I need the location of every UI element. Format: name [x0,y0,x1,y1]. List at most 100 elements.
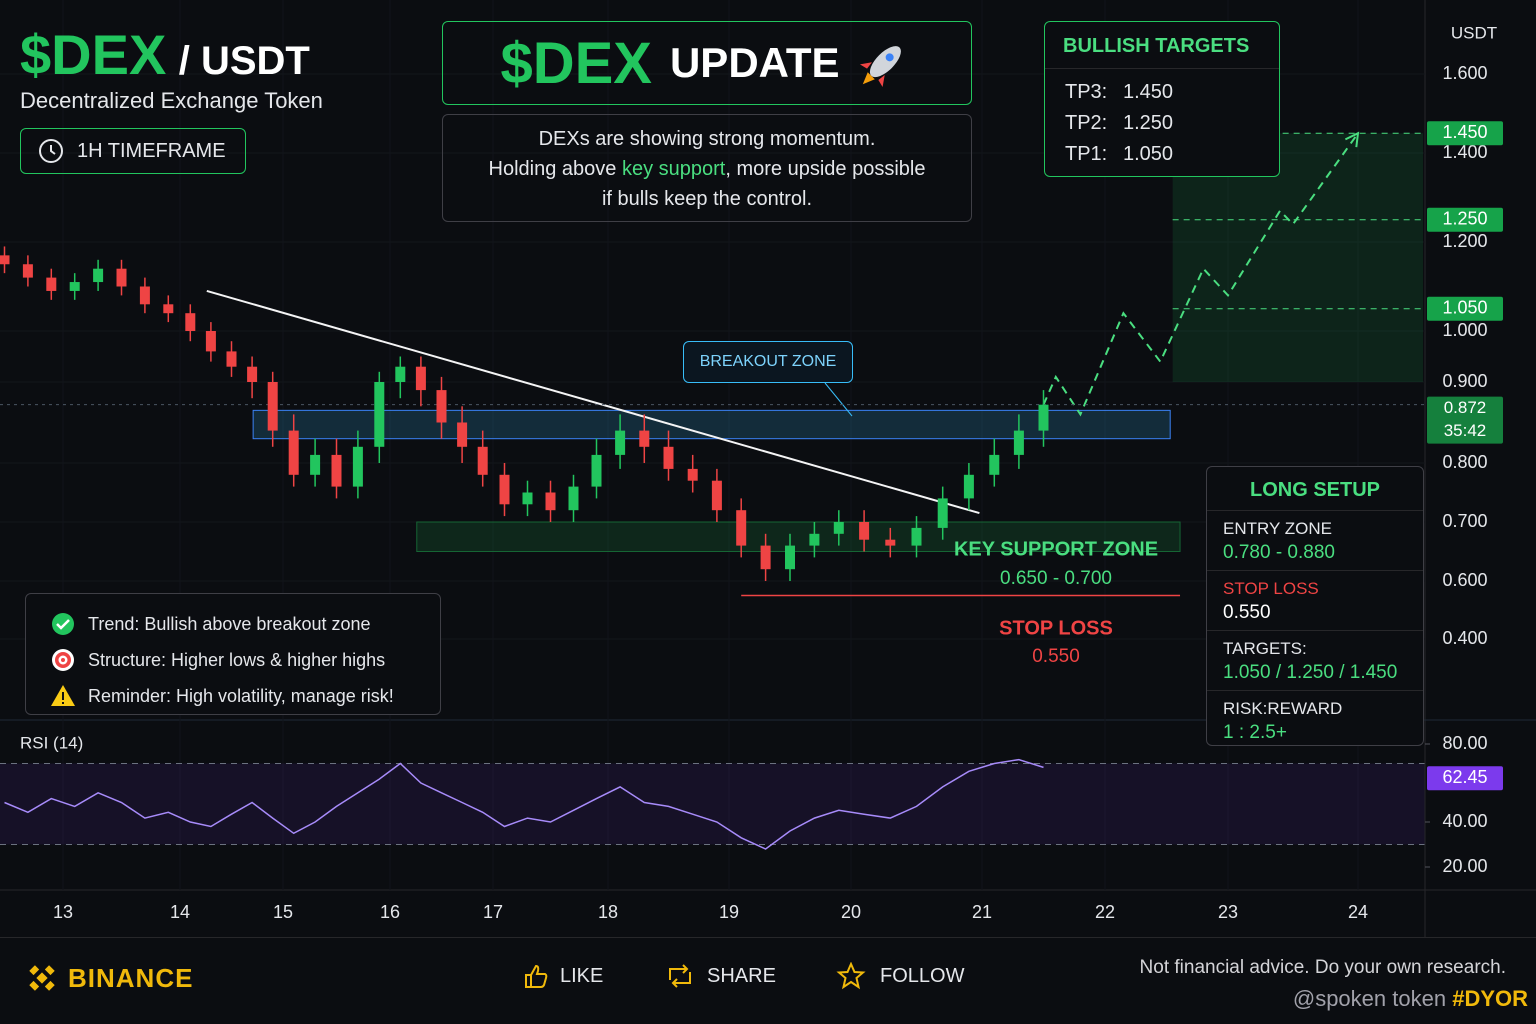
follow-button[interactable]: FOLLOW [836,962,964,990]
x-tick-label: 21 [972,902,992,922]
candle-body [69,282,80,291]
price-tag [1427,296,1503,321]
target-row: TP2: 1.250 [1065,108,1259,139]
highlight: key support [621,158,726,180]
projection-arrow [1344,131,1360,148]
rsi-line [4,758,1044,850]
price-tag-label: 1.250 [1442,209,1487,229]
rocket-icon [859,46,901,88]
y-tick-label: 0.600 [1442,570,1487,590]
watermark: @spoken token #DYOR [1293,986,1528,1012]
candle-body [267,382,278,431]
candle-body [963,474,974,499]
price-tag-label: 1.050 [1442,298,1487,318]
candle-body [499,474,510,505]
candle-body [93,268,104,283]
note: Structure: Higher lows & higher highs [50,642,440,678]
current-price-label: 0.872 [1444,398,1487,417]
candle-body [395,366,406,382]
candle-body [711,480,722,511]
brand: BINANCE [24,960,193,996]
candle-body [937,498,948,528]
candle-body [663,446,674,469]
timeframe: 1H TIMEFRAME [77,139,226,162]
stop-value: 0.550 [1032,646,1080,667]
candle-body [185,313,196,331]
y-tick-label: 1.400 [1442,142,1487,162]
candle-body [1013,430,1024,455]
tag: #DYOR [1452,986,1528,1011]
y-tick-label: 1.600 [1442,63,1487,83]
x-tick-label: 22 [1095,902,1115,922]
header-title: $DEX / USDT [20,22,310,87]
subtitle: Decentralized Exchange Token [20,88,323,113]
check-icon [52,613,74,635]
current-price-tag [1427,396,1503,444]
candle-body [859,522,870,540]
projection-line [1042,132,1359,417]
setup-value: 1.050 / 1.250 / 1.450 [1223,662,1398,683]
share-label: SHARE [707,964,776,987]
setup-label: ENTRY ZONE [1223,519,1332,538]
candle-body [22,264,33,278]
follow-label: FOLLOW [880,964,965,987]
breakout-zone [252,409,1171,440]
disclaimer: Not financial advice. Do your own resear… [1139,957,1506,978]
candle-body [522,492,533,505]
setup-value: 0.550 [1223,602,1271,623]
breakout-label: BREAKOUT ZONE [683,341,853,383]
candle-body [46,277,57,291]
update-title-box: $DEX UPDATE [442,21,972,105]
long-setup-box: LONG SETUP ENTRY ZONE 0.780 - 0.880 STOP L… [1206,466,1424,746]
x-tick-label: 24 [1348,902,1368,922]
target-row: TP3: 1.450 [1065,77,1259,108]
candle-body [163,304,174,314]
y-tick-label: 0.400 [1442,628,1487,648]
candle-body [436,390,447,423]
rsi-band [0,763,1425,845]
x-tick-label: 18 [598,902,618,922]
candle-body [247,366,258,382]
candle-body [415,366,426,391]
rsi-tick-label: 20.00 [1442,856,1487,876]
text: , more upside possible [725,158,926,180]
setup-row: TARGETS: 1.050 / 1.250 / 1.450 [1207,631,1423,691]
candle-body [687,468,698,481]
text: Holding above [488,158,622,180]
candle-body [615,430,626,455]
y-tick-label: 0.900 [1442,371,1487,391]
brand-name: BINANCE [68,962,194,993]
x-tick-label: 14 [170,902,190,922]
candle-body [639,430,650,447]
target-value: 1.250 [1123,112,1174,134]
target-row: TP1: 1.050 [1065,139,1259,170]
candle-body [736,510,747,546]
setup-label: TARGETS: [1223,639,1307,658]
like-button[interactable]: LIKE [522,962,603,990]
candle-body [568,486,579,511]
share-button[interactable]: SHARE [665,962,776,990]
y-tick-label: 0.700 [1442,511,1487,531]
y-tick-label: 1.200 [1442,231,1487,251]
candle-body [760,545,771,570]
countdown: 35:42 [1444,421,1487,440]
setup-value: 0.780 - 0.880 [1223,542,1335,563]
share-icon [669,964,691,988]
candle-body [833,522,844,534]
candle-body [352,446,363,487]
note-text: Reminder: High volatility, manage risk! [88,686,394,706]
candle-body [477,446,488,475]
x-tick-label: 20 [841,902,861,922]
candle-body [809,533,820,546]
candle-body [885,539,896,546]
candle-body [205,331,216,352]
candle-body [139,286,150,305]
candle-body [591,454,602,487]
candle-body [226,351,237,367]
y-tick-label: 0.800 [1442,452,1487,472]
footer: BINANCE LIKE SHARE FOLLOW Not financial … [0,937,1536,1024]
support-range: 0.650 - 0.700 [1000,568,1112,589]
note-text: Structure: Higher lows & higher highs [88,650,386,670]
note: Trend: Bullish above breakout zone [50,606,440,642]
